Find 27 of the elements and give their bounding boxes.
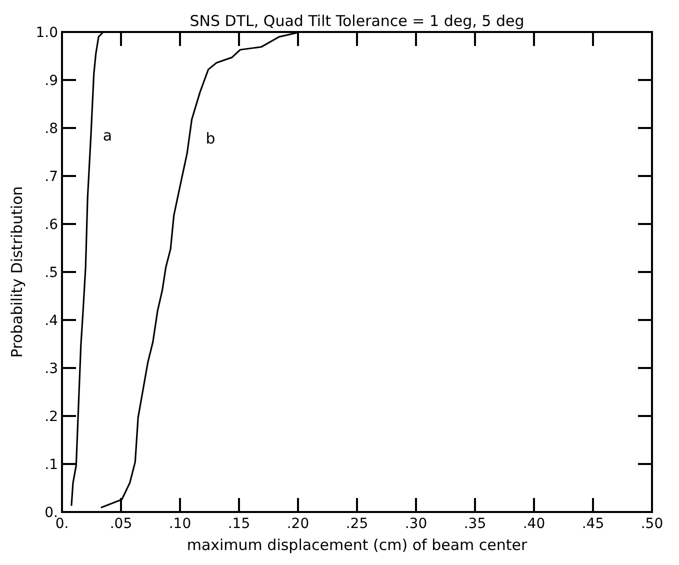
chart-title: SNS DTL, Quad Tilt Tolerance = 1 deg, 5 deg <box>190 12 524 30</box>
x-tick-label: .15 <box>228 516 250 532</box>
x-tick-label: .30 <box>404 516 428 532</box>
y-tick-label: .7 <box>44 169 58 185</box>
y-tick-label: 1.0 <box>36 25 58 41</box>
y-tick-label: .2 <box>44 409 58 425</box>
y-tick-label: .4 <box>44 313 58 329</box>
x-tick-label: .35 <box>464 516 486 532</box>
y-tick-label: 0. <box>44 505 58 521</box>
x-tick-label: .20 <box>286 516 310 532</box>
x-tick-label: .25 <box>346 516 368 532</box>
x-tick-label: .10 <box>168 516 192 532</box>
x-tick-label: .45 <box>582 516 604 532</box>
y-tick-label: .5 <box>44 265 58 281</box>
y-axis-title: Probability Distribution <box>8 186 26 358</box>
y-tick-label: .1 <box>44 457 58 473</box>
y-tick-label: .3 <box>44 361 58 377</box>
y-tick-label: .9 <box>44 73 58 89</box>
x-tick-label: 0. <box>55 516 69 532</box>
x-tick-label: .50 <box>640 516 664 532</box>
y-tick-label: .8 <box>44 121 58 137</box>
y-tick-label: .6 <box>44 217 58 233</box>
series-label: b <box>206 129 216 148</box>
series-label: a <box>102 126 112 145</box>
x-tick-label: .05 <box>110 516 132 532</box>
x-axis-title: maximum displacement (cm) of beam center <box>186 536 528 554</box>
x-tick-label: .40 <box>522 516 546 532</box>
